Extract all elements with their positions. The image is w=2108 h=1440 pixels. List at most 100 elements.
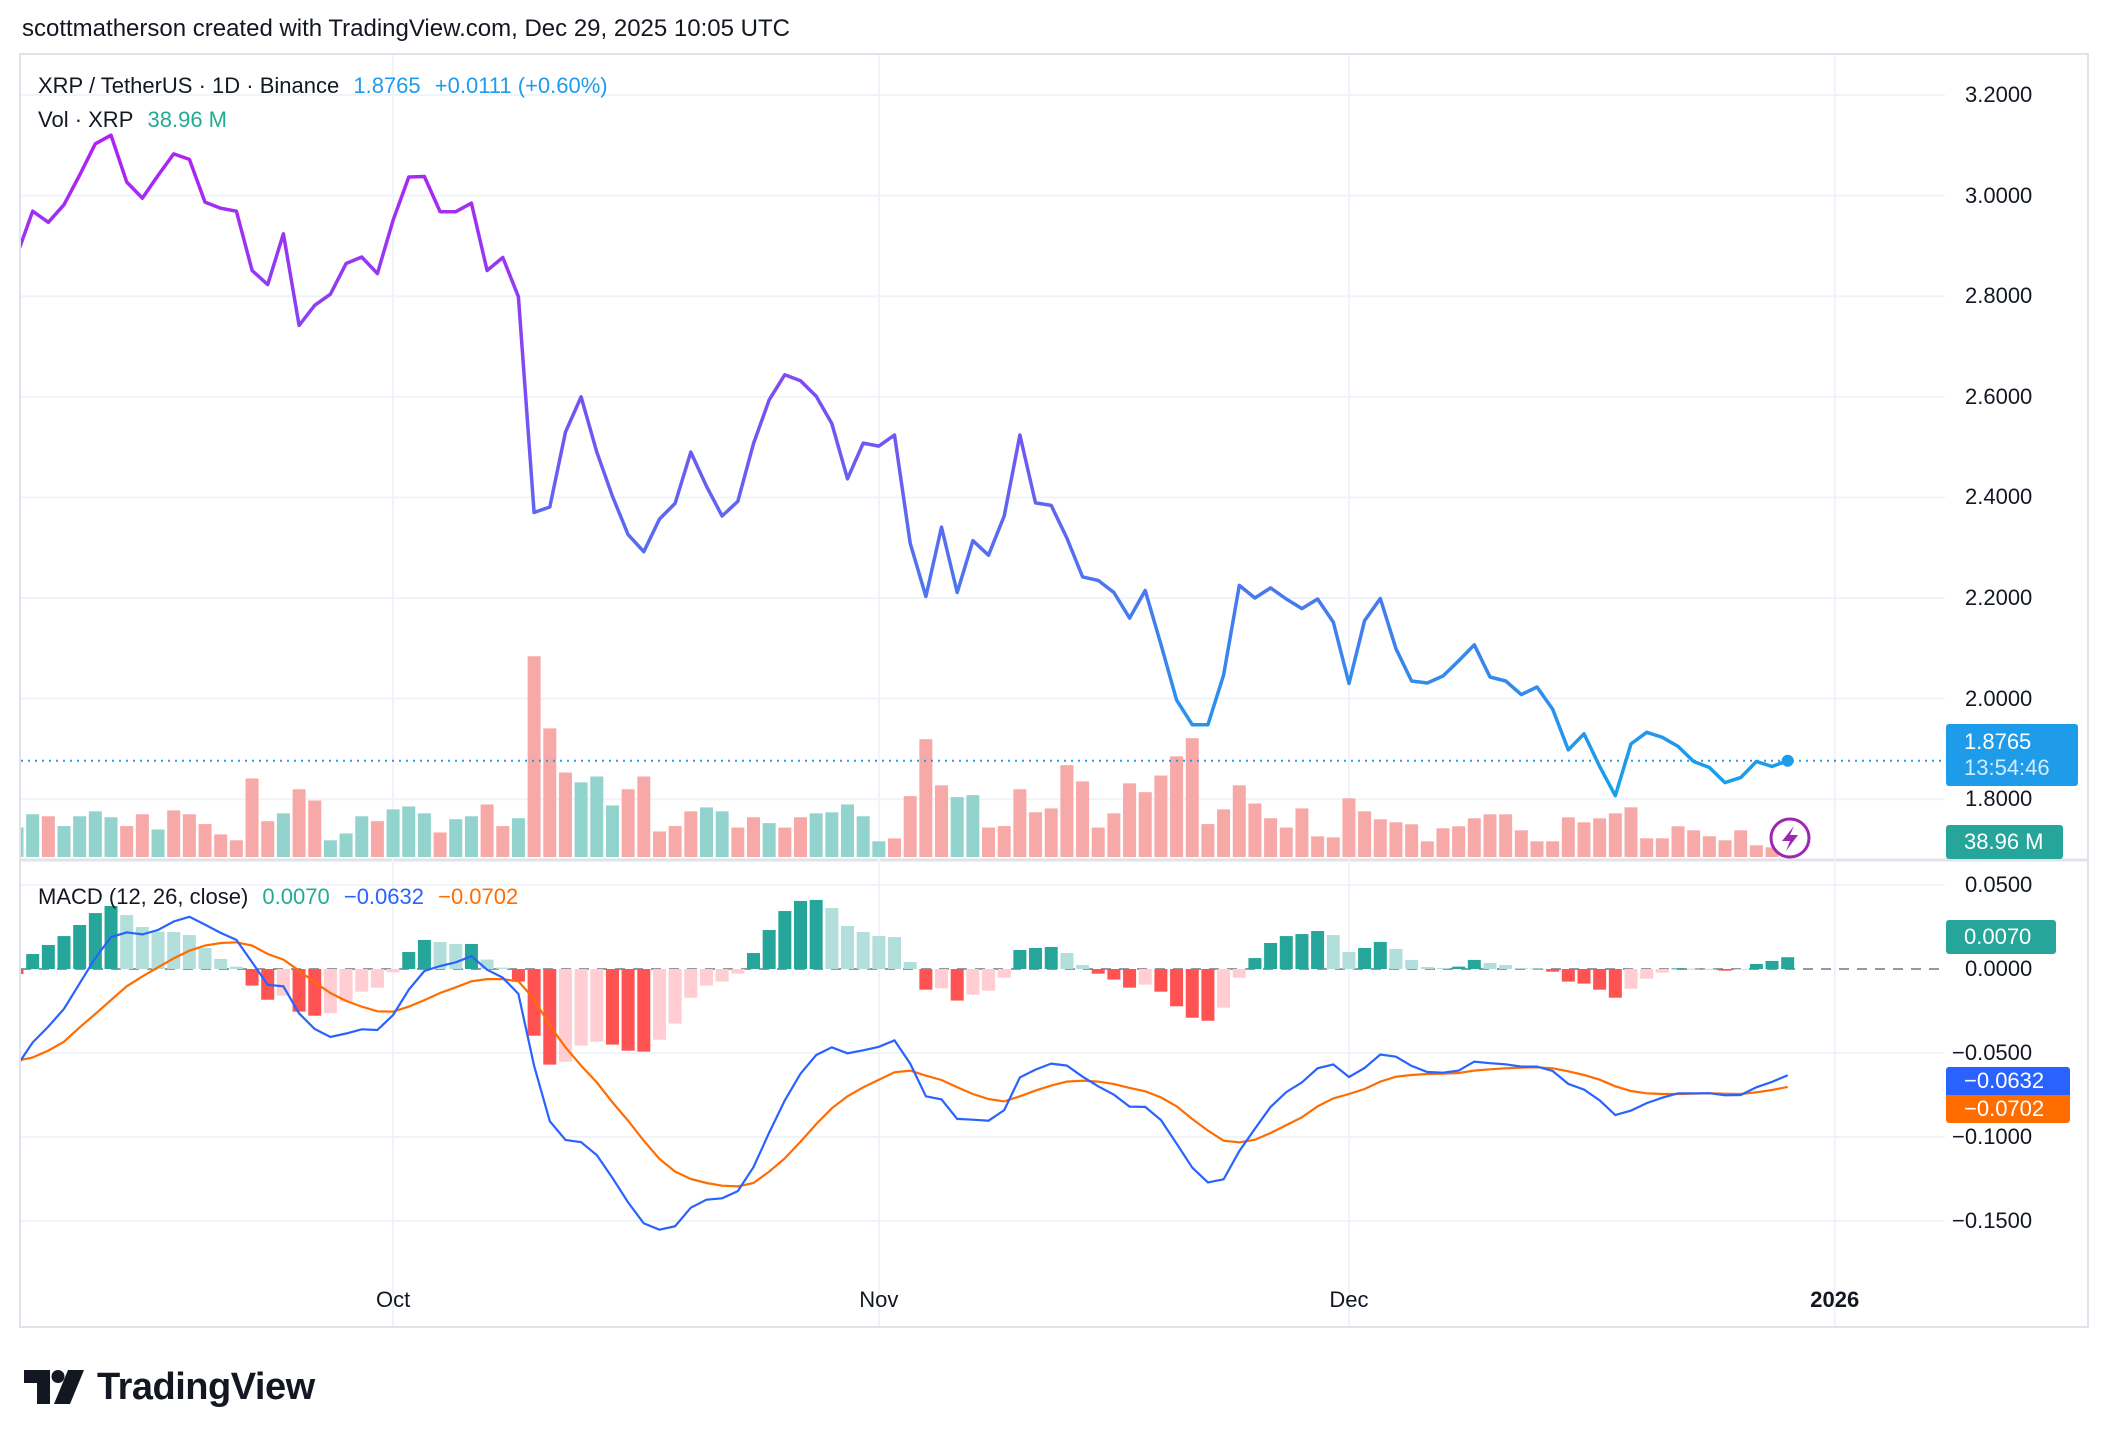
macd-histogram-bar (214, 958, 228, 969)
volume-bar (449, 819, 463, 857)
volume-bar (841, 804, 855, 857)
macd-histogram-bar (1044, 946, 1058, 969)
price-axis-label: 2.2000 (1965, 585, 2033, 610)
macd-histogram-bar (1671, 968, 1685, 970)
volume-bar (1311, 836, 1325, 857)
macd-histogram-bar (120, 915, 134, 969)
price-line (21, 133, 1789, 798)
last-price-badge-value: 1.8765 (1964, 729, 2032, 754)
volume-bar (386, 809, 400, 857)
macd-histogram-bar (182, 935, 196, 969)
tradingview-logo-icon (24, 1370, 84, 1404)
volume-bars (21, 656, 1795, 857)
volume-bar (1342, 798, 1356, 857)
volume-bar (605, 805, 619, 857)
macd-title[interactable]: MACD (12, 26, close) (38, 884, 249, 909)
volume-bar (1749, 845, 1763, 857)
volume-bar (1091, 827, 1105, 857)
macd-histogram-bar (684, 969, 698, 998)
volume-bar (308, 800, 322, 857)
volume-bar (1201, 824, 1215, 857)
volume-bar (1264, 818, 1278, 857)
volume-bar (558, 772, 572, 857)
last-price: 1.8765 (353, 73, 421, 98)
macd-axis-label: 0.0000 (1965, 956, 2033, 981)
time-axis-label: Dec (1329, 1287, 1369, 1312)
volume-bar (1734, 830, 1748, 857)
volume-bar (637, 776, 651, 857)
price-axis-label: 3.2000 (1965, 82, 2033, 107)
volume-bar (1107, 813, 1121, 857)
volume-bar (1044, 808, 1058, 857)
macd-histogram-bar (41, 944, 55, 969)
macd-histogram-bar (1420, 966, 1434, 969)
volume-bar (292, 789, 306, 857)
volume-bar (1687, 830, 1701, 857)
macd-histogram-bar (527, 969, 541, 1036)
macd-histogram-bar (1060, 953, 1074, 969)
volume-bar (496, 826, 510, 857)
macd-histogram-bar (1483, 962, 1497, 969)
macd-histogram-bar (762, 930, 776, 969)
tradingview-logo-text[interactable]: TradingView (97, 1366, 315, 1408)
volume-bar (1420, 841, 1434, 857)
macd-histogram-bar (1107, 969, 1121, 980)
macd-histogram-bar (88, 913, 102, 969)
volume-bar (370, 821, 384, 857)
macd-histogram-bar (746, 953, 760, 969)
macd-legend: MACD (12, 26, close) 0.0070 −0.0632 −0.0… (38, 884, 526, 910)
chart-frame (19, 53, 2089, 1328)
macd-histogram-bar (1232, 969, 1246, 978)
macd-histogram-bar (1608, 969, 1622, 998)
volume-bar (1640, 838, 1654, 857)
macd-histogram-bar (935, 969, 949, 989)
macd-histogram-bar (1326, 935, 1340, 969)
macd-histogram-bar (966, 969, 980, 995)
macd-histogram-bar (1279, 936, 1293, 969)
macd-histogram-bar (370, 969, 384, 988)
last-price-dot (1781, 754, 1794, 767)
volume-bar (198, 824, 212, 857)
volume-bar (151, 829, 165, 857)
macd-histogram-bar (433, 941, 447, 969)
volume-bar (182, 814, 196, 857)
volume-bar (809, 813, 823, 857)
macd-histogram-bar (245, 969, 259, 986)
volume-bar (1483, 814, 1497, 857)
time-axis-label: Oct (375, 1287, 411, 1312)
volume-bar (245, 778, 259, 857)
volume-bar (88, 811, 102, 857)
series-lines (21, 133, 1945, 1231)
macd-histogram-bar (73, 924, 87, 969)
macd-histogram-bar (1561, 969, 1575, 982)
volume-bar (1248, 803, 1262, 857)
volume-bar (1405, 824, 1419, 857)
volume-title[interactable]: Vol · XRP (38, 107, 134, 132)
macd-histogram-bar (21, 969, 24, 975)
volume-bar (1326, 837, 1340, 857)
macd-line-value: −0.0632 (343, 884, 424, 909)
volume-bar (1577, 822, 1591, 857)
macd-histogram-bar (950, 969, 964, 1001)
macd-line (21, 915, 1789, 1231)
alert-icon[interactable] (1769, 817, 1811, 859)
volume-bar (1295, 808, 1309, 857)
symbol-title[interactable]: XRP / TetherUS · 1D · Binance (38, 73, 340, 98)
volume-bar (57, 826, 71, 857)
volume-bar (1389, 822, 1403, 857)
macd-histogram (21, 899, 1795, 1065)
macd-histogram-bar (229, 966, 243, 969)
volume-bar (1514, 830, 1528, 857)
macd-histogram-bar (982, 969, 996, 991)
grid-lines (21, 55, 1945, 1326)
macd-histogram-bar (135, 927, 149, 969)
macd-line-badge: −0.0632 (1946, 1067, 2070, 1095)
price-change: +0.0111 (+0.60%) (434, 73, 608, 98)
macd-histogram-bar (1123, 969, 1137, 988)
price-axis-label: 2.0000 (1965, 685, 2033, 711)
macd-histogram-bar (1765, 960, 1779, 969)
macd-histogram-bar (903, 961, 917, 969)
macd-signal-line (21, 941, 1788, 1188)
volume-bar (527, 656, 541, 857)
